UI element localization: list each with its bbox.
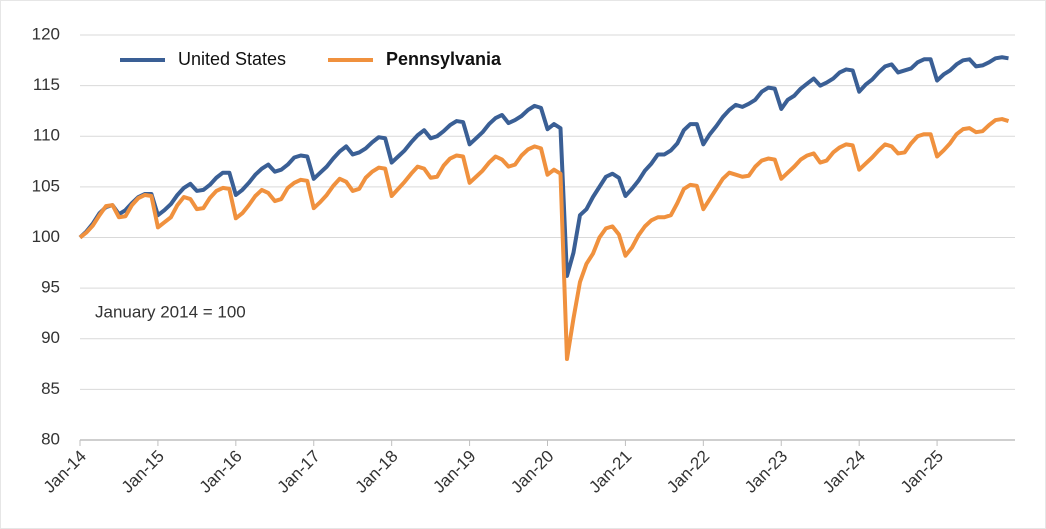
y-tick-label: 95 (41, 278, 60, 297)
y-tick-label: 90 (41, 328, 60, 347)
y-tick-label: 110 (33, 126, 60, 145)
annotation: January 2014 = 100 (95, 302, 246, 321)
y-tick-label: 80 (41, 429, 60, 448)
legend-label: Pennsylvania (386, 49, 502, 69)
series-line (78, 55, 1009, 278)
y-tick-label: 115 (33, 75, 60, 94)
y-tick-label: 100 (32, 227, 60, 246)
y-tick-label: 105 (32, 176, 60, 195)
y-tick-label: 120 (32, 24, 60, 43)
series-line (78, 117, 1010, 361)
y-tick-label: 85 (41, 379, 60, 398)
legend-label: United States (178, 49, 286, 69)
